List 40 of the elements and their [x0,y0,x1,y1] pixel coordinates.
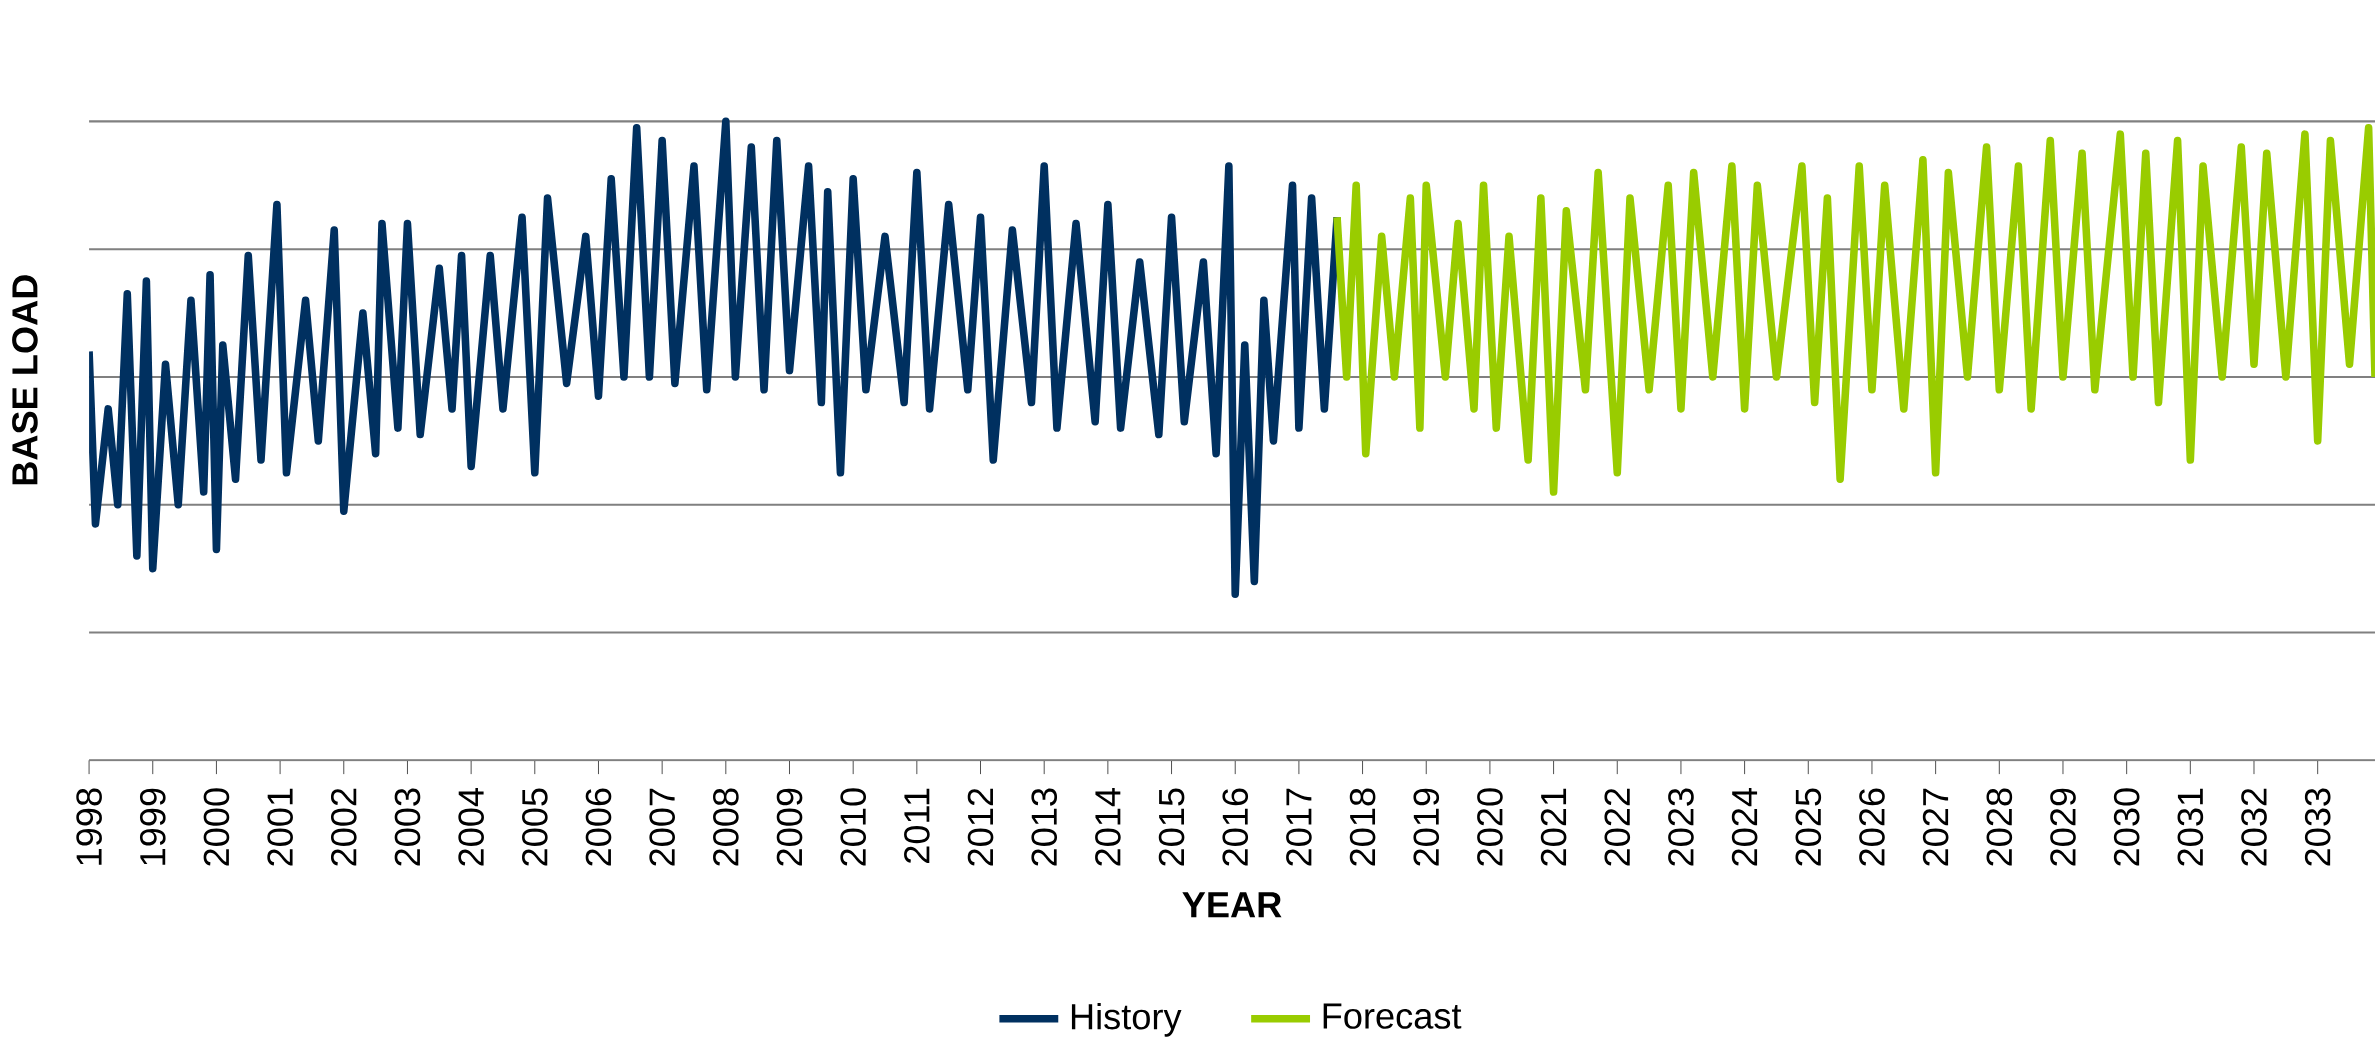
x-tick-label: 2005 [522,788,548,866]
x-tick-label: 2011 [904,788,930,863]
x-tick-label: 2003 [394,788,421,866]
x-tick-label: 2002 [330,788,357,866]
x-tick-label: 2010 [840,788,867,866]
x-tick-label: 2006 [585,788,612,866]
x-tick-label: 2009 [776,788,803,866]
y-axis-title: BASE LOAD [12,274,38,485]
x-tick-label: 2000 [203,788,230,866]
x-tick-label: 2031 [2177,788,2204,866]
x-tick-label: 2025 [1795,788,1822,866]
x-tick-label: 2015 [1158,788,1185,866]
x-tick-label: 2012 [967,788,994,866]
x-tick-label: 2019 [1413,788,1440,866]
x-tick-label: 2033 [2304,788,2331,866]
x-tick-label: 2018 [1349,788,1376,866]
x-tick-label: 2016 [1222,788,1249,866]
x-tick-label: 2023 [1668,788,1694,866]
x-tick-label: 1999 [139,788,166,865]
x-tick-label: 2020 [1477,788,1503,866]
x-tick-label: 2024 [1731,787,1758,866]
x-tick-label: 2030 [2113,788,2140,866]
x-tick-label: 2007 [649,788,675,866]
x-tick-label: 2013 [1031,788,1058,866]
x-tick-label: 2014 [1095,787,1121,866]
x-tick-label: 2029 [2050,788,2076,866]
legend-label: History [1071,1002,1182,1037]
x-tick-label: 2001 [267,788,293,866]
x-tick-label: 2008 [713,788,739,866]
x-tick-label: 2021 [1540,788,1567,866]
x-tick-label: 2022 [1604,788,1631,866]
legend-label: Forecast [1323,1003,1462,1029]
x-tick-label: 2032 [2241,788,2267,866]
x-tick-label: 2026 [1859,788,1885,866]
x-tick-label: 2017 [1286,788,1312,866]
x-axis-title: YEAR [1182,892,1282,917]
x-tick-label: 1998 [76,788,102,865]
x-tick-label: 2027 [1922,788,1949,866]
x-tick-label: 2028 [1986,788,2013,866]
x-tick-label: 2004 [458,787,484,866]
